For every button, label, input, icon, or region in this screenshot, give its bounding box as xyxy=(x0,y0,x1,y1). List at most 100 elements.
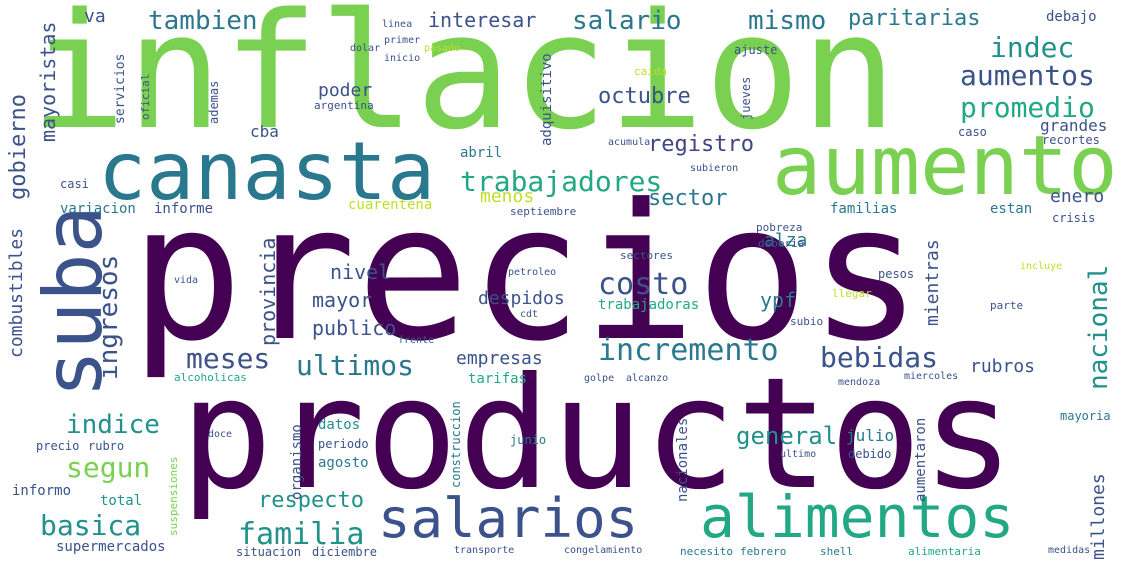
word-mayor: mayor xyxy=(312,288,373,312)
word-debido: debido xyxy=(848,447,892,461)
word-cuarentena: cuarentena xyxy=(348,197,433,213)
word-segun: segun xyxy=(66,451,151,484)
word-primer: primer xyxy=(384,35,421,46)
word-petroleo: petroleo xyxy=(508,267,557,278)
word-basica: basica xyxy=(40,509,142,542)
word-julio: julio xyxy=(846,426,895,445)
word-adquisitivo: adquisitivo xyxy=(539,53,555,146)
word-mayoria: mayoria xyxy=(1060,409,1111,423)
word-suspensiones: suspensiones xyxy=(167,456,180,536)
word-registro: registro xyxy=(648,132,754,157)
word-mayoristas: mayoristas xyxy=(36,21,60,142)
word-ypf: ypf xyxy=(760,288,797,312)
word-cdt: cdt xyxy=(520,309,539,320)
word-trabajadores: trabajadores xyxy=(460,165,663,198)
word-doce: doce xyxy=(208,429,233,440)
word-salario: salario xyxy=(572,6,682,36)
word-argentina: argentina xyxy=(314,99,374,112)
word-shell: shell xyxy=(820,545,854,558)
word-total: total xyxy=(100,493,143,509)
word-salarios: salarios xyxy=(378,487,639,550)
word-incluye: incluye xyxy=(1020,261,1063,272)
word-subieron: subieron xyxy=(690,163,739,174)
word-ajuste: ajuste xyxy=(734,43,778,57)
word-alcanzo: alcanzo xyxy=(626,373,669,384)
word-trabajadoras: trabajadoras xyxy=(598,297,700,313)
word-congelamiento: congelamiento xyxy=(564,545,643,556)
word-abril: abril xyxy=(460,145,503,161)
word-miercoles: miercoles xyxy=(904,371,959,382)
word-rubros: rubros xyxy=(970,356,1036,377)
word-canasta: canasta xyxy=(98,125,436,218)
word-general: general xyxy=(736,422,838,450)
word-construccion: construccion xyxy=(449,401,463,488)
word-medidas: medidas xyxy=(1048,545,1091,556)
word-enero: enero xyxy=(1050,186,1105,207)
word-interesar: interesar xyxy=(428,8,537,32)
word-situacion: situacion xyxy=(236,545,302,559)
word-recortes: recortes xyxy=(1042,133,1100,147)
word-caso: caso xyxy=(958,125,987,139)
word-caida: caida xyxy=(634,65,668,78)
word-periodo: periodo xyxy=(318,437,369,451)
word-datos: datos xyxy=(318,417,361,433)
word-dolar: dolar xyxy=(350,43,381,54)
word-bebidas: bebidas xyxy=(820,341,939,374)
word-casi: casi xyxy=(60,177,89,191)
word-informe: informe xyxy=(154,201,214,217)
word-octubre: octubre xyxy=(598,84,691,109)
word-grandes: grandes xyxy=(1040,116,1108,135)
word-oficial: oficial xyxy=(139,73,152,120)
word-promedio: promedio xyxy=(960,91,1095,124)
word-ingresos: ingresos xyxy=(94,254,124,380)
word-alcoholicas: alcoholicas xyxy=(174,371,247,384)
word-productos: productos xyxy=(180,345,1015,524)
word-necesito: necesito xyxy=(680,545,733,558)
word-pesos: pesos xyxy=(878,267,915,281)
word-costo: costo xyxy=(598,267,689,302)
word-nivel: nivel xyxy=(330,260,391,284)
word-mendoza: mendoza xyxy=(838,377,881,388)
word-organismo: organismo xyxy=(289,424,305,500)
word-provincia: provincia xyxy=(256,237,280,346)
word-estan: estan xyxy=(990,201,1033,217)
word-nacionales: nacionales xyxy=(675,417,691,502)
word-mismo: mismo xyxy=(748,6,827,36)
word-llegar: llegar xyxy=(832,287,872,300)
word-empresas: empresas xyxy=(456,348,543,369)
word-indice: indice xyxy=(66,410,160,440)
word-subio: subio xyxy=(790,315,824,328)
word-familia: familia xyxy=(238,517,365,552)
word-agosto: agosto xyxy=(318,455,369,471)
word-febrero: febrero xyxy=(740,545,787,558)
word-combustibles: combustibles xyxy=(6,227,27,358)
word-familias: familias xyxy=(830,201,898,217)
word-linea: linea xyxy=(382,19,413,30)
word-tarifas: tarifas xyxy=(468,371,528,387)
word-mientras: mientras xyxy=(922,239,943,326)
word-servicios: servicios xyxy=(113,53,128,124)
word-debajo: debajo xyxy=(1046,9,1097,25)
word-meses: meses xyxy=(186,342,271,375)
word-sector: sector xyxy=(648,186,728,211)
word-indec: indec xyxy=(990,31,1075,64)
word-pobreza: pobreza xyxy=(756,221,803,234)
word-poder: poder xyxy=(318,80,373,101)
word-frente: frente xyxy=(398,335,435,346)
word-parte: parte xyxy=(990,299,1024,312)
word-deberia: deberia xyxy=(758,237,805,250)
word-tambien: tambien xyxy=(148,6,258,36)
word-despidos: despidos xyxy=(478,288,565,309)
word-paritarias: paritarias xyxy=(848,6,981,31)
word-jueves: jueves xyxy=(739,76,753,120)
word-millones: millones xyxy=(1088,473,1109,560)
word-precio: precio xyxy=(36,439,80,453)
word-inicio: inicio xyxy=(384,53,421,64)
word-gobierno: gobierno xyxy=(6,94,31,200)
word-aumento: aumento xyxy=(772,119,1118,214)
word-aumentaron: aumentaron xyxy=(913,417,929,502)
word-nacional: nacional xyxy=(1084,264,1114,390)
word-aumentos: aumentos xyxy=(960,59,1095,92)
word-ademas: ademas xyxy=(207,80,221,124)
